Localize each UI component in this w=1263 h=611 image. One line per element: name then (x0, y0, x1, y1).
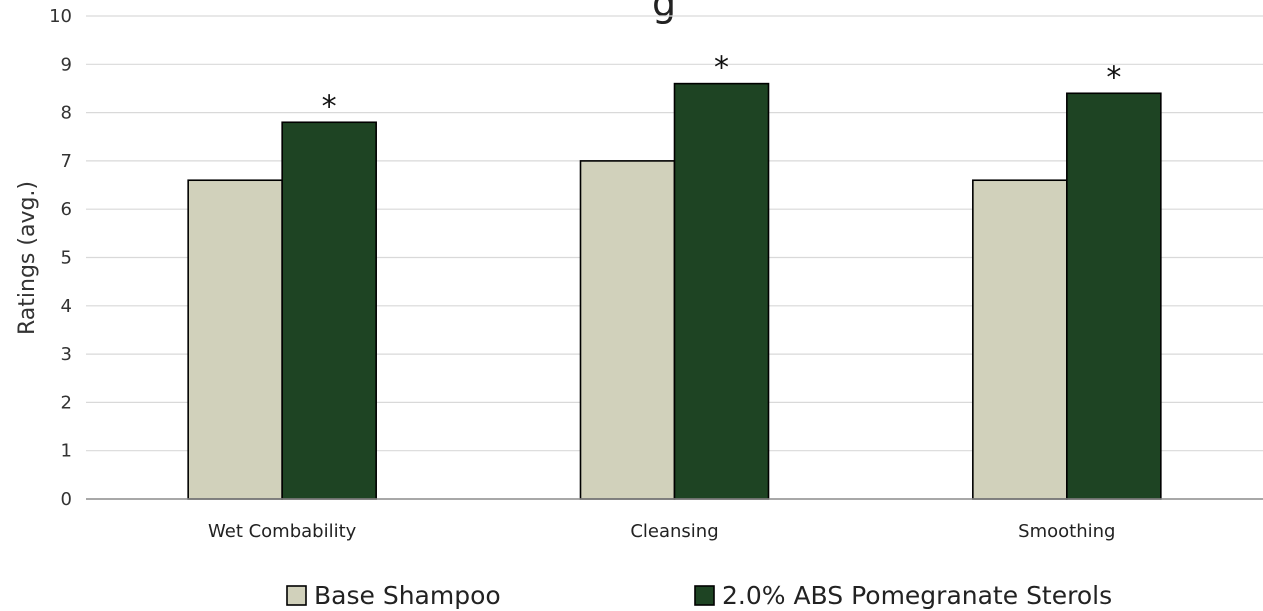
y-tick-label: 4 (61, 296, 72, 317)
significance-star: * (714, 51, 729, 86)
y-tick-label: 6 (61, 199, 72, 220)
y-tick-label: 3 (61, 344, 72, 365)
y-tick-label: 0 (61, 489, 72, 510)
legend-swatch (694, 585, 715, 606)
legend-swatch (286, 585, 307, 606)
bar-cleansing-series-1 (579, 160, 676, 500)
significance-star: * (322, 89, 337, 124)
legend-label: Base Shampoo (314, 581, 501, 610)
significance-star: * (1106, 60, 1121, 95)
y-tick-label: 8 (61, 103, 72, 124)
bar-wet-combability-series-1 (187, 179, 283, 500)
y-axis-ticks: 0 1 2 3 4 5 6 7 8 9 10 (49, 6, 72, 510)
x-category-label: Wet Combability (208, 521, 357, 542)
chart-title-fragment: g (652, 0, 676, 25)
x-axis-category-labels: Wet Combability Cleansing Smoothing (208, 521, 1115, 542)
x-category-label: Smoothing (1018, 521, 1115, 542)
y-tick-label: 2 (61, 392, 72, 413)
y-tick-label: 1 (61, 441, 72, 462)
bars (187, 82, 1162, 500)
y-axis-title: Ratings (avg.) (15, 181, 40, 335)
legend: Base Shampoo 2.0% ABS Pomegranate Sterols (286, 581, 1112, 610)
significance-markers: * * * (322, 51, 1122, 125)
y-tick-label: 5 (61, 248, 72, 269)
bar-wet-combability-series-2 (281, 121, 377, 500)
bar-smoothing-series-1 (972, 179, 1068, 500)
legend-label: 2.0% ABS Pomegranate Sterols (722, 581, 1112, 610)
y-tick-label: 9 (61, 54, 72, 75)
x-category-label: Cleansing (630, 521, 718, 542)
y-tick-label: 10 (49, 6, 72, 27)
bar-smoothing-series-2 (1066, 92, 1162, 500)
y-tick-label: 7 (61, 151, 72, 172)
bar-cleansing-series-2 (673, 82, 770, 500)
